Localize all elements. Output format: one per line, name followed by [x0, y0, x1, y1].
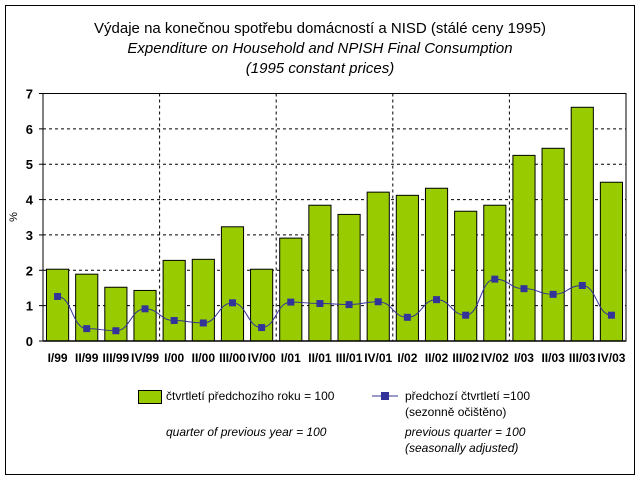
line-marker — [403, 313, 411, 321]
x-tick-label: II/03 — [541, 351, 565, 365]
line-marker — [258, 324, 266, 332]
bar — [541, 147, 565, 342]
bar — [279, 237, 303, 342]
x-tick-label: II/01 — [308, 351, 332, 365]
line-marker — [549, 290, 557, 298]
chart-subtitle-prices: (1995 constant prices) — [245, 60, 395, 77]
bar — [162, 259, 186, 342]
line-marker — [345, 301, 353, 309]
bar — [46, 268, 70, 342]
legend-line-label-2: (sezonně očištěno) — [405, 405, 507, 419]
legend-bar-label-en: quarter of previous year = 100 — [166, 425, 327, 439]
line-marker — [83, 325, 91, 333]
x-tick-label: III/03 — [569, 351, 596, 365]
y-tick-label: 0 — [26, 334, 33, 349]
x-tick-label: I/99 — [48, 351, 68, 365]
line-marker — [433, 296, 441, 304]
legend-line-label-en-2: (seasonally adjusted) — [405, 441, 519, 455]
y-tick-label: 2 — [26, 263, 33, 278]
legend-line-label-en: previous quarter = 100 — [405, 425, 526, 439]
x-tick-label: IV/99 — [131, 351, 159, 365]
chart-frame — [5, 5, 635, 475]
line-marker — [54, 292, 62, 300]
y-tick-label: 6 — [26, 122, 33, 137]
chart-subtitle-en: Expenditure on Household and NPISH Final… — [127, 40, 513, 57]
line-marker — [607, 311, 615, 319]
line-marker — [170, 316, 178, 324]
line-marker — [112, 327, 120, 335]
x-tick-label: I/02 — [397, 351, 417, 365]
line-marker — [287, 298, 295, 306]
y-tick-label: 5 — [26, 157, 33, 172]
line-marker — [141, 305, 149, 313]
x-tick-label: I/01 — [281, 351, 301, 365]
bar — [570, 106, 594, 342]
line-marker — [374, 298, 382, 306]
x-tick-label: II/99 — [75, 351, 99, 365]
x-tick-label: IV/03 — [597, 351, 625, 365]
y-tick-label: 1 — [26, 299, 33, 314]
x-tick-label: IV/01 — [364, 351, 392, 365]
line-marker — [520, 285, 528, 293]
line-marker — [491, 275, 499, 283]
x-tick-label: III/00 — [219, 351, 246, 365]
y-axis-label: % — [8, 212, 20, 222]
bar — [454, 210, 478, 342]
x-tick-label: III/02 — [452, 351, 479, 365]
bar — [220, 226, 245, 342]
y-tick-label: 7 — [26, 87, 33, 102]
x-tick-label: I/00 — [164, 351, 184, 365]
line-marker — [462, 311, 470, 319]
bar — [366, 191, 390, 342]
bar — [424, 187, 449, 342]
x-tick-label: IV/02 — [481, 351, 509, 365]
line-marker — [199, 319, 207, 327]
bar — [512, 154, 536, 342]
x-tick-label: II/02 — [425, 351, 449, 365]
line-marker — [316, 300, 324, 308]
bar — [133, 289, 157, 342]
bar — [337, 213, 361, 342]
legend-line-label: předchozí čtvrtletí =100 — [405, 389, 531, 403]
bar — [483, 204, 507, 342]
x-tick-label: III/99 — [103, 351, 130, 365]
bar — [191, 258, 215, 342]
legend-bar-label: čtvrtletí předchozího roku = 100 — [166, 389, 335, 403]
chart-title: Výdaje na konečnou spotřebu domácností a… — [94, 20, 546, 37]
x-tick-label: I/03 — [514, 351, 534, 365]
x-tick-label: IV/00 — [248, 351, 276, 365]
series-line — [57, 278, 612, 332]
line-marker — [578, 281, 586, 289]
legend-bar-swatch — [138, 390, 162, 404]
y-tick-label: 3 — [26, 228, 33, 243]
y-tick-label: 4 — [26, 193, 34, 208]
line-marker — [228, 299, 236, 307]
x-tick-label: III/01 — [336, 351, 363, 365]
bar — [308, 204, 332, 342]
x-tick-label: II/00 — [192, 351, 216, 365]
